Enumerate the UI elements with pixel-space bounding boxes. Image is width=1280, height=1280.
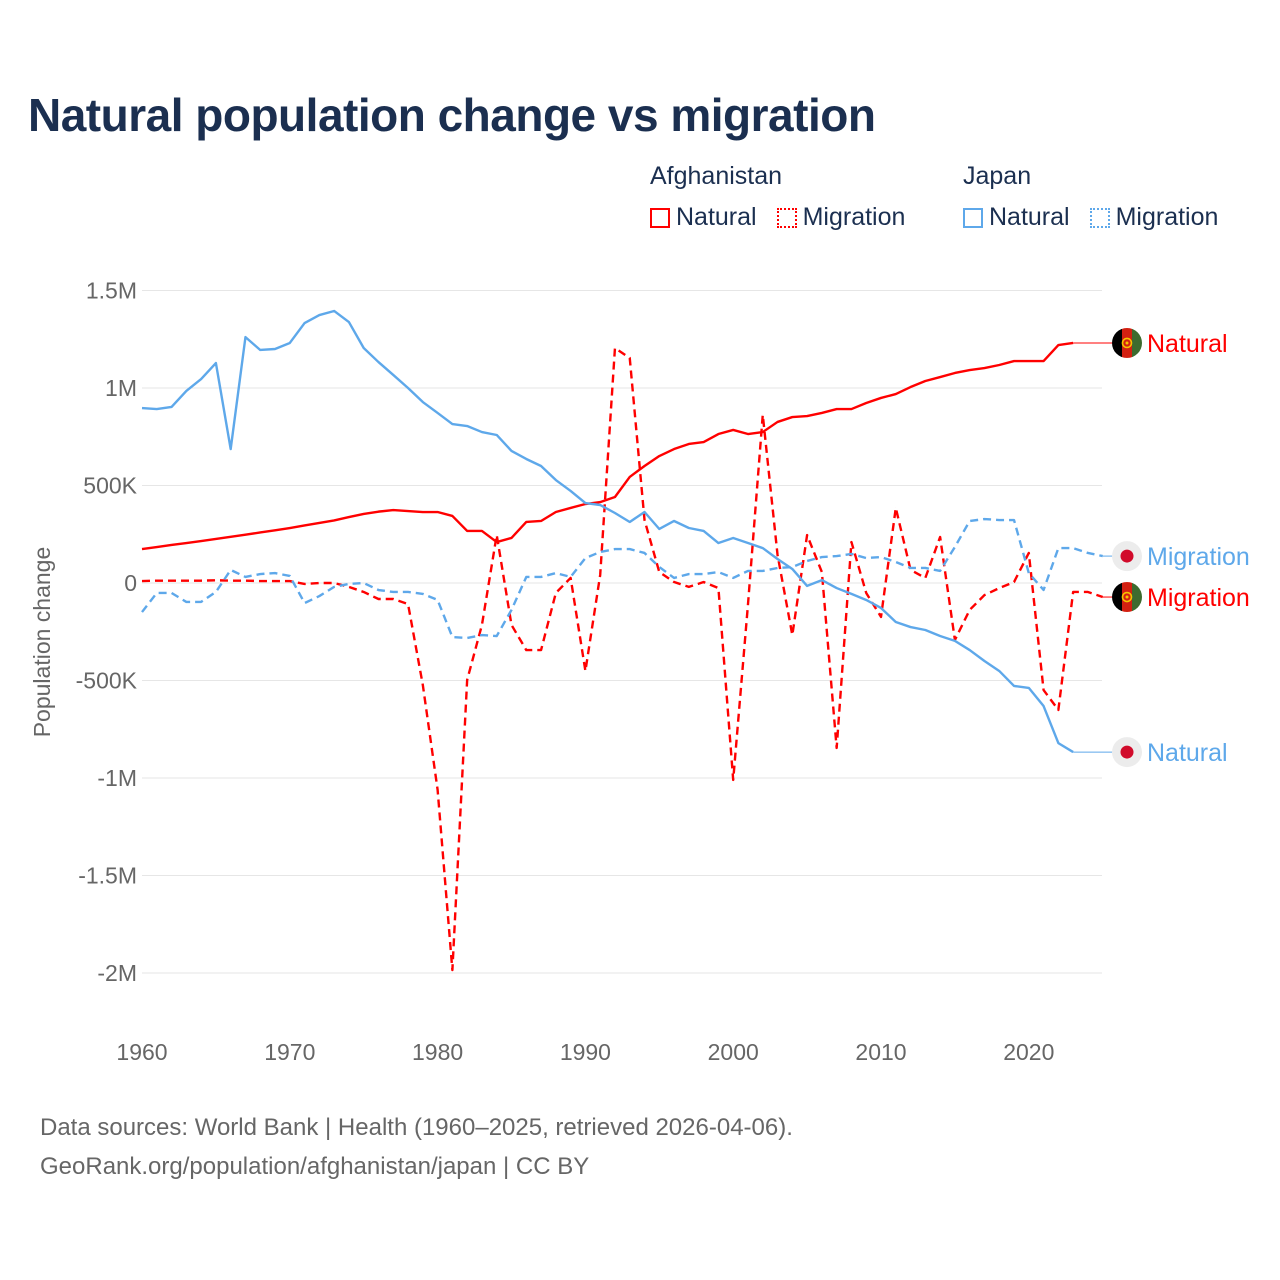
y-axis-label: Population change (29, 547, 55, 738)
x-tick-label: 2000 (708, 1039, 759, 1065)
legend-item-japan-natural[interactable]: Natural (963, 203, 1070, 232)
series-end-label: Migration (1147, 543, 1250, 571)
y-tick-label: 1M (105, 375, 137, 401)
legend-item-label: Natural (676, 203, 757, 231)
legend-item-afghanistan-migration[interactable]: Migration (776, 203, 906, 232)
solid-swatch-icon (963, 207, 983, 228)
line-chart: 1.5M 1M 500K 0 -500K -1M -1.5M -2M 1960 1970 1980 1… (29, 278, 1250, 1066)
series-line[interactable] (141, 346, 1104, 972)
x-tick-label: 1970 (264, 1039, 315, 1065)
x-tick-label: 2020 (1003, 1039, 1054, 1065)
series-japan-migration: Migration (141, 517, 1250, 640)
legend-item-label: Migration (1115, 203, 1219, 231)
series-afghanistan-migration: Migration (141, 346, 1250, 972)
legend-item-japan-migration[interactable]: Migration (1089, 203, 1219, 232)
legend-group-label: Japan (963, 162, 1032, 190)
y-tick-label: 500K (83, 473, 137, 499)
series-end-label: Natural (1147, 739, 1228, 767)
series-end-label: Migration (1147, 584, 1250, 612)
afghanistan-flag-icon (1112, 582, 1142, 613)
y-tick-label: 0 (124, 570, 137, 596)
x-tick-label: 1980 (412, 1039, 463, 1065)
dotted-swatch-icon (1089, 207, 1110, 228)
japan-flag-icon (1112, 541, 1142, 572)
series-line[interactable] (141, 517, 1103, 640)
solid-swatch-icon (650, 207, 670, 228)
x-tick-label: 2010 (855, 1039, 906, 1065)
x-tick-label: 1990 (560, 1039, 611, 1065)
legend-item-afghanistan-natural[interactable]: Natural (650, 203, 757, 232)
legend-group-afghanistan: Afghanistan Natural Migration (650, 162, 905, 232)
data-source-note: Data sources: World Bank | Health (1960–… (40, 1114, 793, 1141)
series-line[interactable] (141, 309, 1074, 754)
y-tick-label: -1.5M (78, 863, 137, 889)
x-tick-label: 1960 (116, 1039, 167, 1065)
chart-title: Natural population change vs migration (28, 89, 876, 141)
afghanistan-flag-icon (1112, 327, 1142, 358)
series-end-label: Natural (1147, 330, 1228, 358)
series-afghanistan-natural: Natural (141, 327, 1228, 551)
y-tick-label: 1.5M (86, 278, 137, 304)
japan-flag-icon (1112, 737, 1142, 768)
legend-item-label: Natural (989, 203, 1070, 231)
dotted-swatch-icon (776, 207, 797, 228)
legend-item-label: Migration (802, 203, 906, 231)
y-tick-label: -2M (97, 960, 137, 986)
legend-group-japan: Japan Natural Migration (963, 162, 1218, 232)
series-japan-natural: Natural (141, 309, 1228, 768)
y-tick-label: -500K (76, 668, 138, 694)
footer: Data sources: World Bank | Health (1960–… (40, 1108, 793, 1186)
y-tick-label: -1M (97, 765, 137, 791)
series-line[interactable] (141, 341, 1074, 551)
attribution-link[interactable]: GeoRank.org/population/afghanistan/japan… (40, 1153, 590, 1180)
legend-group-label: Afghanistan (650, 162, 783, 190)
